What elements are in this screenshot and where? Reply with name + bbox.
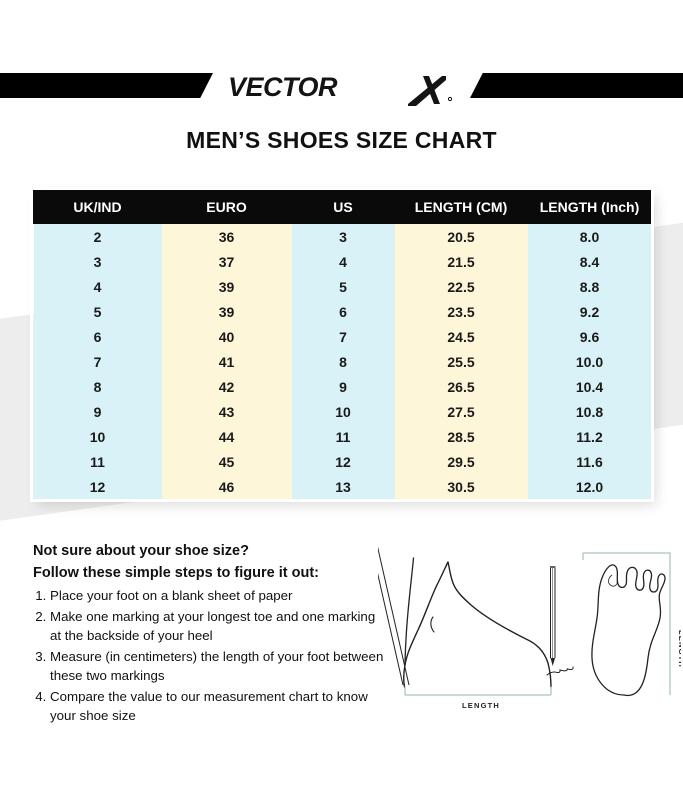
svg-text:LENGTH: LENGTH (677, 630, 681, 668)
svg-text:LENGTH: LENGTH (462, 701, 500, 710)
